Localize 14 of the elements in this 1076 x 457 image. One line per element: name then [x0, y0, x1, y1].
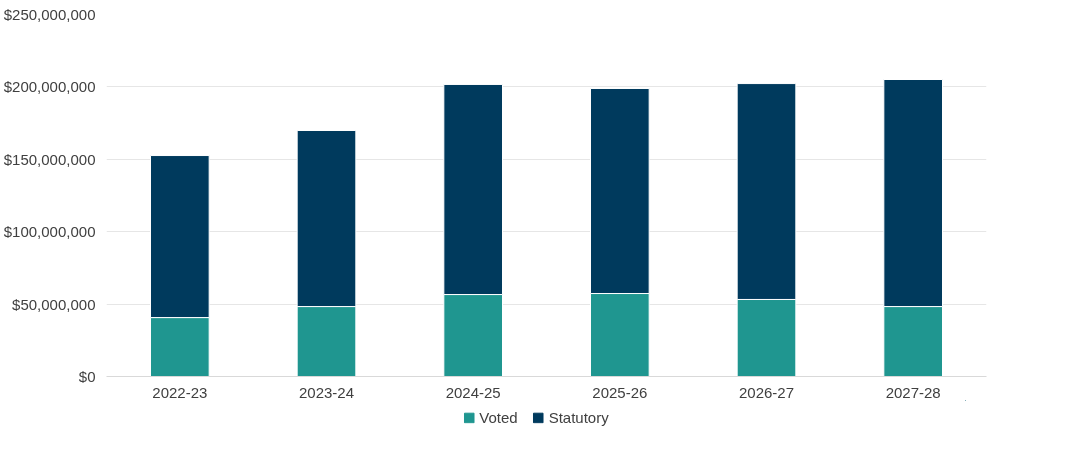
- y-tick-label: $50,000,000: [12, 295, 96, 313]
- legend-label: Statutory: [548, 408, 609, 426]
- x-tick-label: 2024-25: [445, 383, 501, 401]
- y-tick-label: $100,000,000: [3, 223, 96, 241]
- legend-label: Voted: [479, 408, 518, 426]
- x-tick-label: 2022-23: [152, 383, 208, 401]
- y-tick-label: $150,000,000: [3, 150, 96, 168]
- x-tick-label: 2023-24: [298, 383, 355, 401]
- y-tick-label: $200,000,000: [3, 78, 96, 96]
- y-tick-label: $250,000,000: [3, 6, 96, 23]
- x-tick-label: 2026-27: [738, 383, 795, 401]
- x-tick-label: 2025-26: [592, 383, 648, 401]
- y-tick-label: $0: [78, 368, 96, 385]
- x-tick-label: 2027-28: [885, 383, 941, 401]
